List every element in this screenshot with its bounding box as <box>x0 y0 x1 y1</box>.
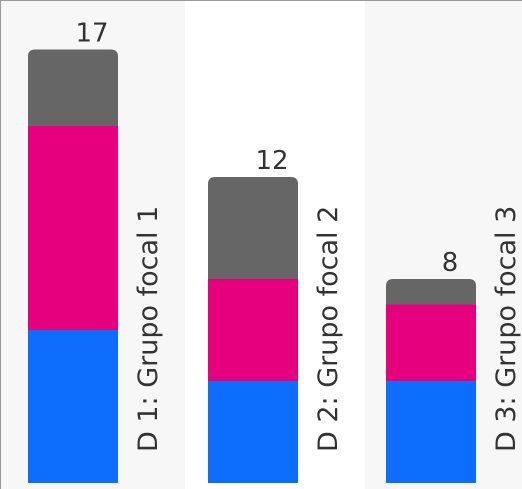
category-label: D 2: Grupo focal 2 <box>313 206 344 452</box>
bar-segment <box>28 49 118 126</box>
bar-segment <box>386 381 476 483</box>
total-label: 12 <box>255 146 288 176</box>
bar-segment <box>386 304 476 381</box>
total-label: 8 <box>442 248 459 278</box>
category-label: D 1: Grupo focal 1 <box>133 206 164 452</box>
total-label: 17 <box>75 19 108 49</box>
bar-segment <box>208 381 298 483</box>
bar-segment <box>208 279 298 381</box>
bar-segment <box>386 279 476 305</box>
bar-segment <box>28 126 118 330</box>
bar-segment <box>208 177 298 279</box>
bar-segment <box>28 330 118 483</box>
category-label: D 3: Grupo focal 3 <box>491 206 522 452</box>
